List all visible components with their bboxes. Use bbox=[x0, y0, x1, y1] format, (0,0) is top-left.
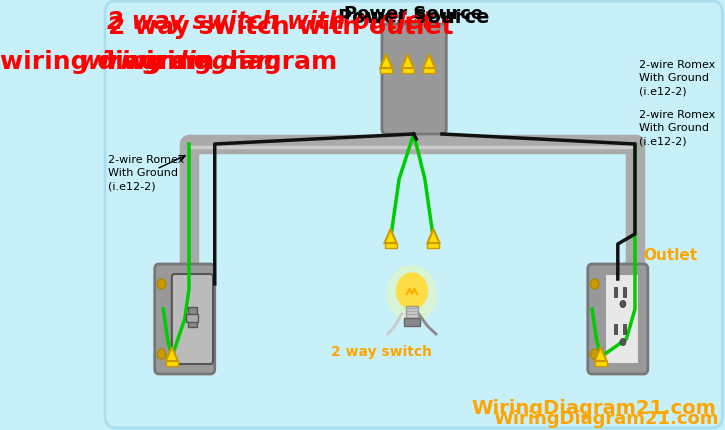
Bar bbox=[594, 361, 607, 366]
Polygon shape bbox=[166, 347, 178, 361]
Bar bbox=[402, 69, 414, 74]
FancyBboxPatch shape bbox=[154, 264, 215, 374]
Polygon shape bbox=[380, 55, 392, 69]
Bar bbox=[186, 314, 199, 322]
Bar bbox=[405, 318, 420, 326]
Polygon shape bbox=[402, 55, 414, 69]
Bar bbox=[188, 307, 196, 327]
Polygon shape bbox=[428, 230, 439, 243]
Bar bbox=[613, 324, 617, 334]
FancyBboxPatch shape bbox=[382, 25, 447, 135]
Text: wiring diagram: wiring diagram bbox=[80, 50, 281, 74]
Text: 2 way switch with outlet: 2 way switch with outlet bbox=[107, 15, 453, 39]
Text: wiring diagram: wiring diagram bbox=[123, 50, 337, 74]
Text: 2 way switch with outlet: 2 way switch with outlet bbox=[107, 10, 433, 34]
Circle shape bbox=[590, 349, 599, 359]
Text: Power Source: Power Source bbox=[338, 8, 489, 27]
Circle shape bbox=[157, 349, 166, 359]
Circle shape bbox=[397, 273, 428, 309]
FancyBboxPatch shape bbox=[172, 274, 213, 364]
Circle shape bbox=[620, 301, 626, 308]
Text: Power Source: Power Source bbox=[344, 5, 484, 23]
FancyBboxPatch shape bbox=[105, 2, 722, 428]
Text: Outlet: Outlet bbox=[644, 247, 697, 262]
Text: 2-wire Romex
With Ground
(i.e12-2): 2-wire Romex With Ground (i.e12-2) bbox=[107, 155, 184, 191]
Circle shape bbox=[388, 266, 436, 322]
FancyBboxPatch shape bbox=[588, 264, 648, 374]
Bar bbox=[613, 287, 617, 297]
Bar bbox=[623, 287, 626, 297]
Bar bbox=[166, 361, 178, 366]
Text: 2-wire Romex
With Ground
(i.e12-2): 2-wire Romex With Ground (i.e12-2) bbox=[639, 60, 716, 96]
Text: wiring diagram: wiring diagram bbox=[1, 50, 215, 74]
Bar bbox=[380, 69, 392, 74]
Circle shape bbox=[157, 280, 166, 289]
Bar bbox=[623, 324, 626, 334]
Bar bbox=[428, 243, 439, 249]
Bar bbox=[423, 69, 435, 74]
Bar bbox=[605, 274, 639, 364]
Circle shape bbox=[620, 339, 626, 346]
Text: 2 way switch: 2 way switch bbox=[331, 344, 431, 358]
Polygon shape bbox=[423, 55, 435, 69]
Bar bbox=[406, 306, 418, 318]
Text: 2-wire Romex
With Ground
(i.e12-2): 2-wire Romex With Ground (i.e12-2) bbox=[639, 110, 716, 146]
Polygon shape bbox=[594, 347, 607, 361]
Text: WiringDiagram21.com: WiringDiagram21.com bbox=[471, 398, 716, 417]
Bar bbox=[384, 243, 397, 249]
Circle shape bbox=[590, 280, 599, 289]
Text: WiringDiagram21.com: WiringDiagram21.com bbox=[494, 409, 719, 427]
Polygon shape bbox=[384, 230, 397, 243]
